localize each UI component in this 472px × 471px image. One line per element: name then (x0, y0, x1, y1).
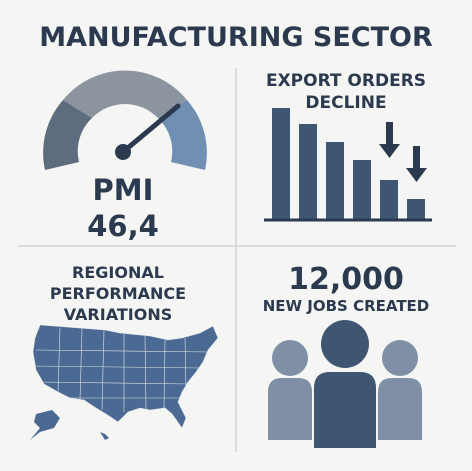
person-head (272, 340, 308, 376)
bar-illustration (272, 108, 425, 219)
pmi-value: 46,4 (87, 209, 159, 243)
down-arrow (379, 122, 400, 158)
state-borders (33, 327, 211, 412)
gauge-segment (63, 70, 187, 118)
us-map (30, 324, 219, 440)
regional-title: PERFORMANCE (50, 284, 186, 303)
bar (380, 180, 398, 219)
person-head (321, 320, 369, 368)
down-arrows (379, 122, 427, 182)
person-head (382, 340, 418, 376)
bar (272, 108, 290, 219)
bar (353, 160, 371, 219)
regional-title: VARIATIONS (64, 305, 172, 324)
bar (326, 142, 344, 219)
gauge-segment (158, 100, 207, 170)
gauge-needle (120, 103, 181, 155)
gauge (43, 70, 207, 170)
title: MANUFACTURING SECTOR (39, 22, 433, 53)
export-title: EXPORT ORDERS (266, 71, 426, 91)
gauge-segment (43, 100, 92, 170)
gauge-pivot (115, 144, 131, 160)
jobs-label: NEW JOBS CREATED (263, 297, 430, 315)
person-body (314, 372, 376, 448)
jobs-value: 12,000 (288, 262, 404, 297)
person-body (268, 378, 312, 440)
person-body (378, 378, 422, 440)
map-alaska (30, 410, 60, 440)
map-hawaii (100, 432, 109, 440)
down-arrow (406, 146, 427, 182)
bar (407, 199, 425, 219)
pmi-label: PMI (93, 173, 154, 207)
export-title: DECLINE (305, 93, 386, 113)
people-icon (268, 320, 422, 448)
regional-title: REGIONAL (72, 263, 164, 282)
bar (299, 124, 317, 219)
